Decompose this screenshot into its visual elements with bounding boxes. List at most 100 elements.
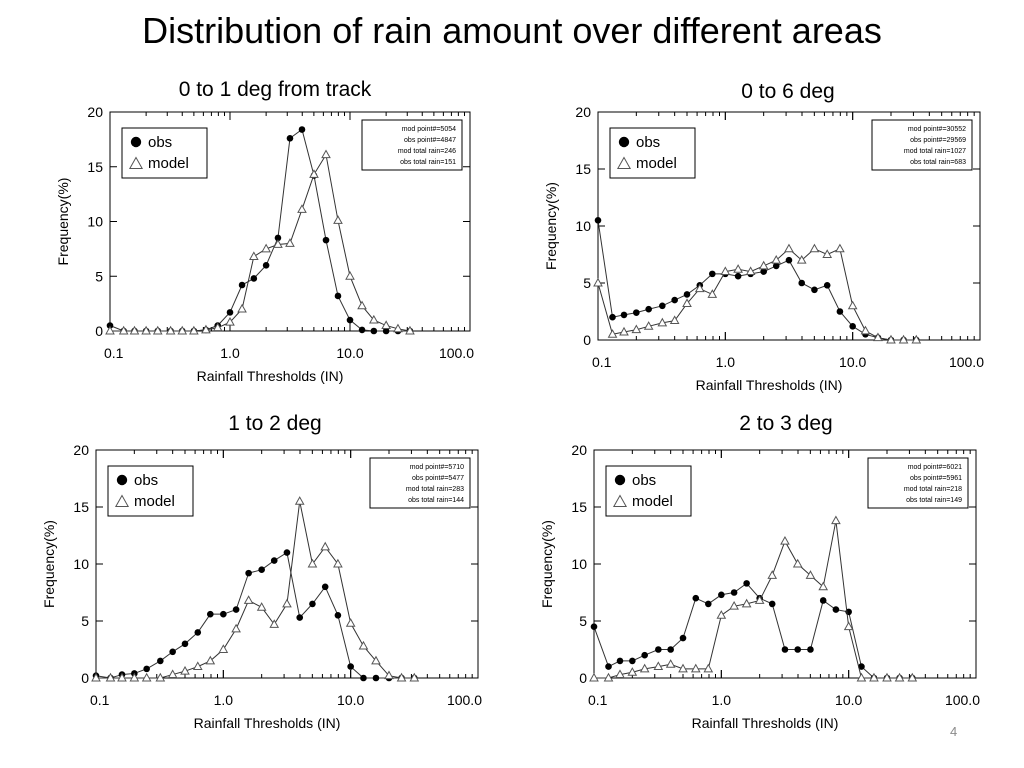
legend-obs-icon bbox=[614, 474, 626, 486]
page-number: 4 bbox=[950, 724, 958, 739]
x-tick-label: 100.0 bbox=[439, 345, 474, 361]
legend-model-icon bbox=[114, 494, 130, 508]
data-point-obs bbox=[760, 268, 767, 275]
data-point-model bbox=[607, 329, 618, 338]
data-point-model bbox=[678, 663, 688, 673]
data-point-obs bbox=[360, 674, 367, 682]
data-point-model bbox=[780, 535, 790, 545]
data-point-model bbox=[758, 260, 769, 270]
y-axis-title: Frequency(%) bbox=[41, 520, 57, 608]
data-point-model bbox=[745, 266, 756, 276]
x-axis-title: Rainfall Thresholds (IN) bbox=[692, 715, 839, 731]
data-point-model bbox=[307, 558, 318, 568]
data-point-model bbox=[368, 314, 379, 324]
x-tick-label: 10.0 bbox=[835, 692, 862, 708]
data-point-model bbox=[189, 325, 199, 335]
info-line: obs point#=5961 bbox=[910, 475, 962, 482]
data-point-model bbox=[129, 325, 140, 335]
data-point-model bbox=[155, 672, 166, 682]
data-point-model bbox=[805, 570, 816, 579]
panel-title: 2 to 3 deg bbox=[739, 412, 832, 435]
info-box bbox=[871, 119, 973, 171]
y-tick-label: 15 bbox=[571, 499, 587, 515]
data-point-obs bbox=[832, 606, 840, 613]
info-line: mod point#=5054 bbox=[402, 126, 456, 133]
data-point-obs bbox=[250, 275, 258, 282]
data-point-obs bbox=[734, 272, 742, 280]
slide-title: Distribution of rain amount over differe… bbox=[142, 10, 882, 51]
data-point-model bbox=[165, 325, 176, 335]
chart-panel-3: 1 to 2 deg 0 5 10 15 20 0.1 1.0 10.0 100.0 Rainfal… bbox=[41, 412, 482, 731]
data-point-obs bbox=[629, 657, 636, 665]
y-tick-label: 15 bbox=[87, 159, 103, 175]
data-point-model bbox=[141, 672, 152, 682]
data-point-obs bbox=[322, 236, 330, 244]
data-point-obs bbox=[143, 665, 150, 673]
data-point-model bbox=[856, 672, 867, 682]
y-tick-label: 20 bbox=[571, 442, 587, 458]
data-point-model bbox=[405, 325, 415, 335]
data-point-model bbox=[192, 661, 203, 671]
x-tick-label: 0.1 bbox=[592, 354, 612, 370]
x-tick-label: 100.0 bbox=[949, 354, 984, 370]
y-tick-label: 5 bbox=[579, 613, 587, 629]
series-line-obs bbox=[95, 551, 415, 679]
data-point-model bbox=[396, 672, 407, 682]
x-axis-title: Rainfall Thresholds (IN) bbox=[194, 715, 341, 731]
data-point-model bbox=[843, 621, 854, 631]
data-point-obs bbox=[358, 326, 366, 334]
panel-title: 0 to 6 deg bbox=[741, 80, 834, 103]
data-point-model bbox=[796, 254, 807, 264]
data-point-model bbox=[741, 598, 752, 608]
legend-model-icon bbox=[612, 494, 628, 508]
legend-label-obs: obs bbox=[148, 134, 172, 151]
data-point-model bbox=[282, 598, 292, 608]
info-line: mod total rain=1027 bbox=[904, 148, 966, 155]
legend-label-obs: obs bbox=[632, 472, 656, 489]
data-point-model bbox=[381, 320, 391, 329]
data-point-obs bbox=[785, 256, 793, 264]
data-point-obs bbox=[334, 612, 342, 619]
legend-label-model: model bbox=[134, 493, 175, 510]
data-point-model bbox=[129, 672, 140, 682]
data-point-obs bbox=[382, 327, 390, 335]
data-point-obs bbox=[169, 648, 176, 656]
data-point-obs bbox=[194, 629, 202, 636]
y-tick-label: 10 bbox=[87, 214, 103, 230]
data-point-obs bbox=[609, 313, 616, 321]
info-box bbox=[369, 457, 471, 509]
y-tick-label: 0 bbox=[95, 323, 103, 339]
series-line-obs bbox=[597, 220, 917, 341]
data-point-model bbox=[869, 672, 879, 682]
info-line: mod point#=30552 bbox=[908, 126, 966, 133]
data-point-obs bbox=[667, 646, 674, 653]
data-point-obs bbox=[781, 646, 789, 653]
data-point-obs bbox=[708, 270, 716, 278]
data-point-model bbox=[248, 251, 259, 260]
data-point-model bbox=[218, 644, 229, 653]
chart-panel-4: 2 to 3 deg 0 5 10 15 20 0.1 1.0 10.0 100.0 Rainfal… bbox=[539, 412, 980, 731]
legend-label-model: model bbox=[632, 493, 673, 510]
data-point-obs bbox=[321, 583, 329, 591]
data-point-obs bbox=[858, 663, 865, 670]
data-point-model bbox=[818, 581, 829, 591]
legend-box bbox=[121, 127, 208, 179]
data-point-obs bbox=[772, 262, 780, 270]
data-point-model bbox=[225, 317, 235, 326]
panel-title: 0 to 1 deg from track bbox=[179, 78, 372, 101]
data-point-obs bbox=[819, 597, 827, 604]
data-point-model bbox=[720, 266, 731, 276]
data-point-model bbox=[603, 672, 614, 682]
data-point-model bbox=[653, 661, 664, 671]
data-point-obs bbox=[106, 322, 114, 329]
series-line-model bbox=[597, 248, 917, 341]
data-point-obs bbox=[206, 610, 214, 618]
data-point-obs bbox=[347, 663, 354, 670]
data-point-model bbox=[345, 618, 356, 627]
x-tick-label: 100.0 bbox=[447, 692, 482, 708]
info-line: obs total rain=151 bbox=[400, 159, 456, 166]
data-point-model bbox=[261, 243, 271, 253]
data-point-obs bbox=[704, 600, 712, 608]
info-line: obs point#=5477 bbox=[412, 475, 464, 482]
data-point-model bbox=[105, 672, 116, 682]
